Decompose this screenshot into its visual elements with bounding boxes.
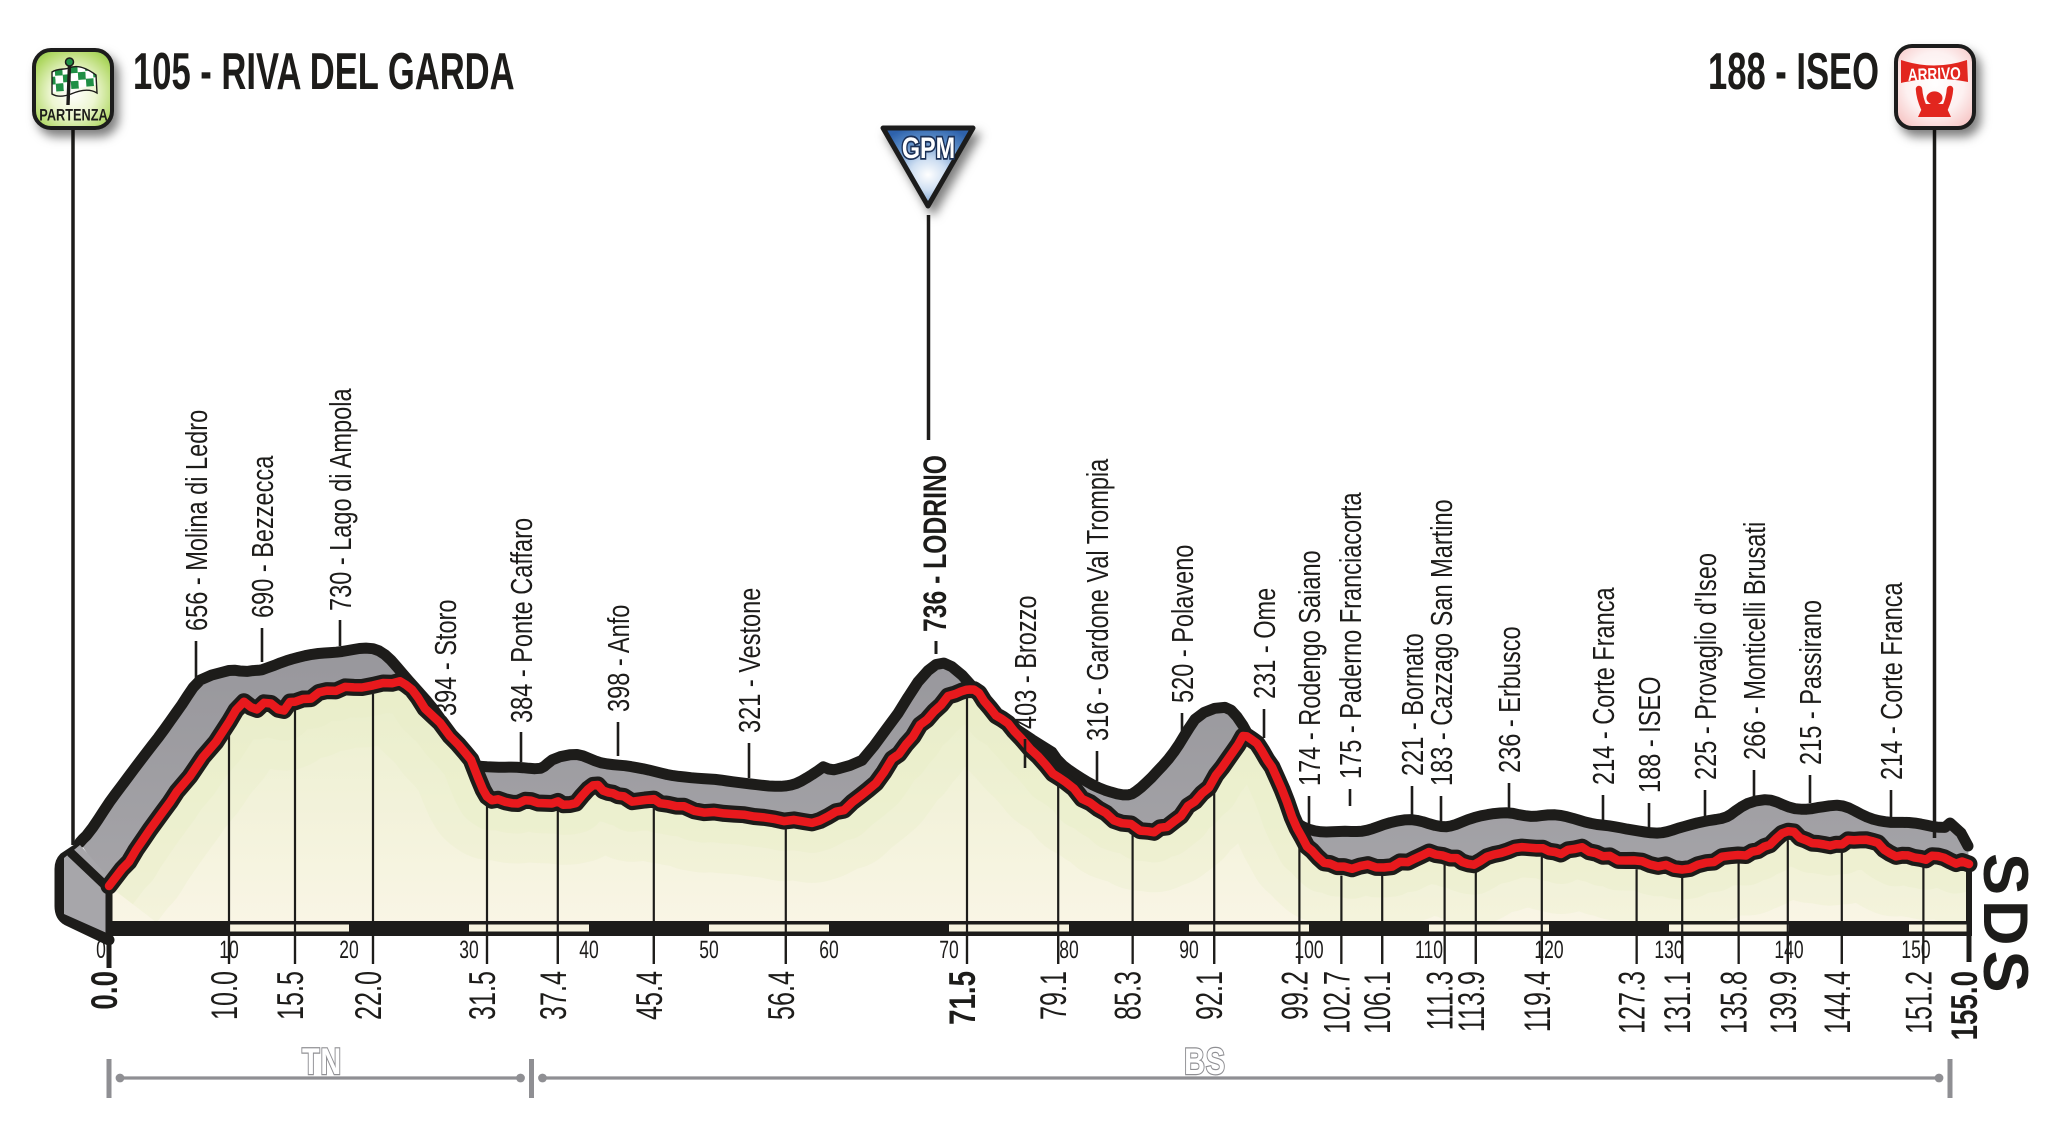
svg-text:225 - Provaglio d'Iseo: 225 - Provaglio d'Iseo [1688, 553, 1723, 780]
svg-text:120: 120 [1534, 936, 1563, 964]
svg-text:0.0: 0.0 [83, 971, 125, 1010]
svg-text:102.7: 102.7 [1315, 971, 1357, 1034]
svg-text:321 - Vestone: 321 - Vestone [732, 588, 767, 733]
svg-text:0: 0 [96, 935, 106, 964]
svg-text:236 - Erbusco: 236 - Erbusco [1492, 626, 1527, 773]
svg-text:119.4: 119.4 [1516, 971, 1558, 1032]
svg-text:GPM: GPM [902, 131, 955, 164]
svg-text:730 - Lago di Ampola: 730 - Lago di Ampola [323, 388, 358, 611]
svg-text:37.4: 37.4 [532, 971, 574, 1020]
svg-text:736 - LODRINO: 736 - LODRINO [918, 455, 954, 632]
svg-text:214 - Corte Franca: 214 - Corte Franca [1874, 582, 1909, 780]
svg-text:40: 40 [579, 936, 598, 964]
svg-text:110: 110 [1415, 936, 1443, 964]
svg-text:10: 10 [219, 936, 238, 964]
svg-text:50: 50 [699, 936, 718, 964]
svg-text:TN: TN [302, 1042, 342, 1083]
svg-text:144.4: 144.4 [1816, 971, 1858, 1034]
svg-text:10.0: 10.0 [203, 971, 245, 1020]
svg-text:520 - Polaveno: 520 - Polaveno [1165, 545, 1200, 703]
svg-text:175 - Paderno Franciacorta: 175 - Paderno Franciacorta [1333, 492, 1368, 779]
svg-text:188 - ISEO: 188 - ISEO [1632, 677, 1667, 793]
svg-text:394 - Storo: 394 - Storo [428, 600, 463, 716]
svg-text:92.1: 92.1 [1188, 971, 1230, 1020]
svg-text:80: 80 [1059, 936, 1078, 964]
svg-text:214 - Corte Franca: 214 - Corte Franca [1586, 587, 1621, 785]
svg-text:188 - ISEO: 188 - ISEO [1708, 43, 1879, 101]
svg-text:105 - RIVA DEL GARDA: 105 - RIVA DEL GARDA [133, 43, 515, 101]
svg-text:174 - Rodengo Saiano: 174 - Rodengo Saiano [1292, 550, 1327, 786]
svg-text:183 - Cazzago San Martino: 183 - Cazzago San Martino [1424, 499, 1459, 786]
svg-text:ARRIVO: ARRIVO [1907, 65, 1961, 86]
svg-text:31.5: 31.5 [461, 971, 503, 1020]
svg-text:100: 100 [1294, 936, 1323, 964]
svg-text:111.3: 111.3 [1419, 971, 1461, 1030]
svg-text:71.5: 71.5 [941, 971, 983, 1025]
svg-text:BS: BS [1184, 1042, 1226, 1083]
svg-text:99.2: 99.2 [1273, 971, 1315, 1020]
svg-text:SDS: SDS [1970, 853, 2040, 998]
svg-text:60: 60 [819, 936, 838, 964]
svg-text:106.1: 106.1 [1356, 971, 1398, 1034]
svg-text:398 - Anfo: 398 - Anfo [601, 605, 636, 712]
svg-text:316 - Gardone Val Trompia: 316 - Gardone Val Trompia [1080, 458, 1115, 741]
svg-text:384 - Ponte Caffaro: 384 - Ponte Caffaro [504, 518, 539, 723]
svg-text:150: 150 [1901, 935, 1930, 964]
svg-text:85.3: 85.3 [1107, 971, 1149, 1020]
svg-text:90: 90 [1179, 936, 1198, 964]
svg-text:45.4: 45.4 [628, 971, 670, 1020]
svg-text:140: 140 [1774, 936, 1803, 964]
svg-text:135.8: 135.8 [1713, 971, 1755, 1034]
svg-text:231 - Ome: 231 - Ome [1247, 588, 1282, 699]
svg-text:22.0: 22.0 [347, 971, 389, 1020]
svg-text:30: 30 [459, 936, 478, 964]
svg-text:127.3: 127.3 [1611, 971, 1653, 1034]
svg-text:20: 20 [339, 936, 358, 964]
svg-text:403 - Brozzo: 403 - Brozzo [1008, 596, 1043, 729]
svg-text:139.9: 139.9 [1762, 971, 1804, 1034]
svg-text:113.9: 113.9 [1450, 971, 1492, 1032]
svg-text:151.2: 151.2 [1897, 971, 1939, 1034]
svg-text:266 - Monticelli Brusati: 266 - Monticelli Brusati [1737, 522, 1772, 760]
svg-text:221 - Bornato: 221 - Bornato [1395, 633, 1430, 776]
svg-text:79.1: 79.1 [1032, 971, 1074, 1020]
svg-text:215 - Passirano: 215 - Passirano [1793, 600, 1828, 765]
svg-text:656 - Molina di Ledro: 656 - Molina di Ledro [179, 410, 214, 631]
svg-text:690 - Bezzecca: 690 - Bezzecca [245, 455, 280, 618]
svg-text:70: 70 [939, 936, 958, 964]
svg-text:130: 130 [1654, 936, 1683, 964]
svg-text:15.5: 15.5 [269, 971, 311, 1020]
svg-text:PARTENZA: PARTENZA [39, 106, 108, 125]
svg-text:56.4: 56.4 [760, 971, 802, 1020]
svg-text:155.0: 155.0 [1943, 971, 1985, 1040]
svg-text:131.1: 131.1 [1656, 971, 1698, 1034]
